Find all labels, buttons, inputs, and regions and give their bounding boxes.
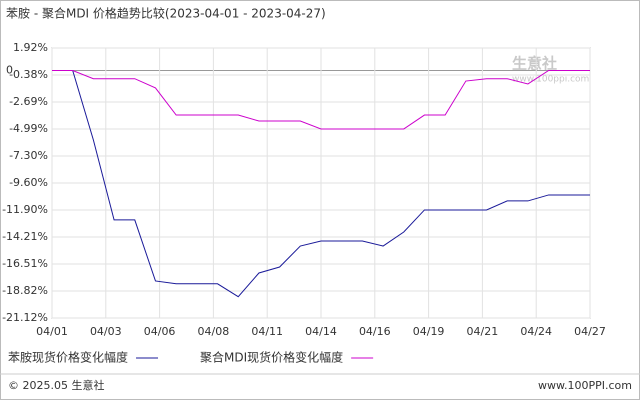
y-tick-label: -16.51% [2, 257, 48, 270]
y-tick-label: -9.60% [9, 176, 48, 189]
footer-right: www.100PPI.com [538, 379, 632, 392]
y-tick-label: -0.38% [9, 68, 48, 81]
y-tick-label: -2.69% [9, 95, 48, 108]
x-tick-label: 04/11 [251, 325, 283, 338]
x-tick-label: 04/08 [198, 325, 230, 338]
x-tick-label: 04/24 [520, 325, 552, 338]
y-tick-label: -21.12% [2, 311, 48, 324]
x-tick-label: 04/21 [467, 325, 499, 338]
zero-label: 0 [6, 64, 13, 77]
x-tick-label: 04/19 [413, 325, 445, 338]
x-tick-label: 04/27 [574, 325, 606, 338]
x-tick-label: 04/16 [359, 325, 391, 338]
watermark-url: www.100ppi.com [512, 75, 589, 85]
series-line [52, 70, 590, 298]
y-tick-label: -4.99% [9, 122, 48, 135]
x-tick-label: 04/03 [90, 325, 122, 338]
legend-label: 聚合MDI现货价格变化幅度 [200, 350, 343, 365]
y-tick-label: -7.30% [9, 149, 48, 162]
legend-label: 苯胺现货价格变化幅度 [8, 350, 128, 365]
y-tick-label: 1.92% [13, 41, 48, 54]
x-tick-label: 04/06 [144, 325, 176, 338]
y-tick-label: -11.90% [2, 203, 48, 216]
footer-left: © 2025.05 生意社 [8, 378, 104, 392]
watermark: 生意社 [512, 55, 557, 73]
y-tick-label: -18.82% [2, 284, 48, 297]
chart-title: 苯胺 - 聚合MDI 价格趋势比较(2023-04-01 - 2023-04-2… [6, 6, 326, 21]
x-tick-label: 04/01 [36, 325, 68, 338]
y-tick-label: -14.21% [2, 230, 48, 243]
x-tick-label: 04/14 [305, 325, 337, 338]
series-line [52, 70, 590, 130]
